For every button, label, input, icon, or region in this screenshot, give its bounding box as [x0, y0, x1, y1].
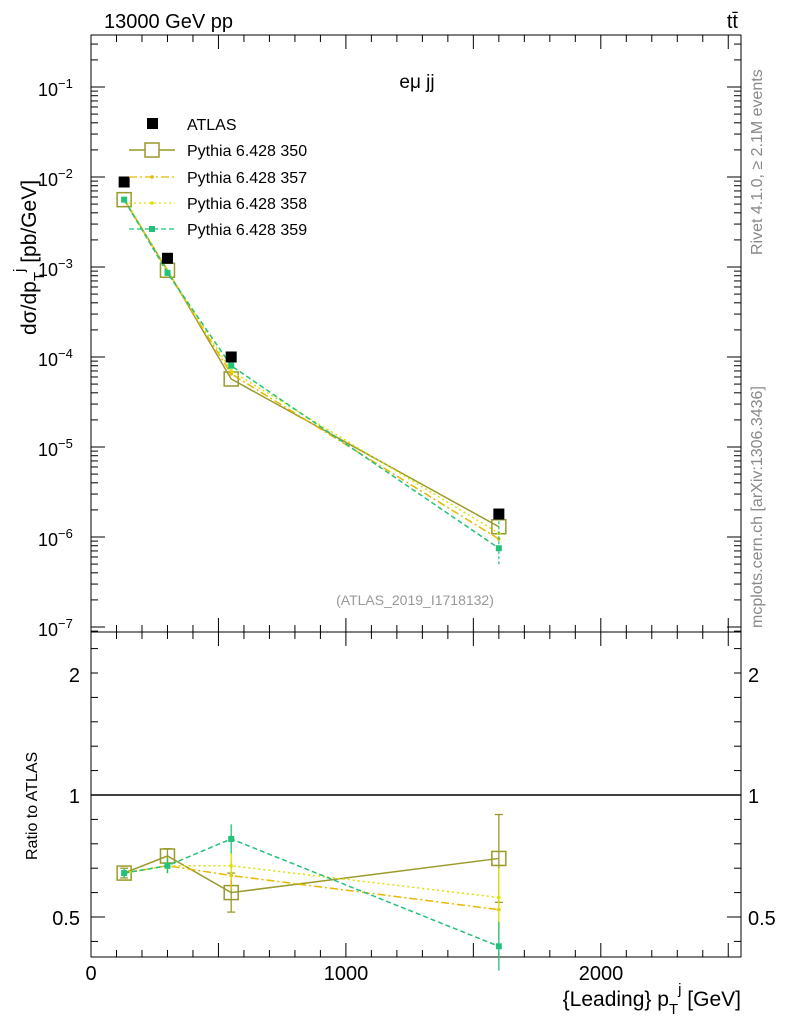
- legend: ATLAS Pythia 6.428 350 Pythia 6.428 357 …: [129, 117, 307, 239]
- top-y-tick-labels: 10−7 10−6 10−5 10−4 10−3 10−2 10−1: [38, 76, 73, 640]
- top-marker-series-1: [229, 372, 233, 376]
- legend-marker-357: [150, 175, 154, 179]
- bottom-y-tick-labels: 2 1 0.5 2 1 0.5: [52, 665, 776, 930]
- top-axis-ticks: [91, 43, 741, 632]
- top-line-series-3: [123, 199, 500, 549]
- bottom-series-group: [116, 813, 507, 971]
- ytick-1e-1: 10−1: [38, 76, 73, 100]
- atlas-data-point: [225, 351, 237, 363]
- ytick-ratio-1-right: 1: [748, 786, 759, 808]
- side-text-bottom: mcplots.cern.ch [arXiv:1306.3436]: [749, 386, 766, 628]
- legend-marker-359: [149, 226, 155, 232]
- atlas-data-point: [118, 176, 130, 188]
- ytick-ratio-1-left: 1: [69, 786, 80, 808]
- side-text-top: Rivet 4.1.0, ≥ 2.1M events: [749, 69, 766, 255]
- top-marker-series-3: [164, 269, 171, 276]
- ytick-1e-6: 10−6: [38, 526, 73, 550]
- top-line-series-0: [123, 199, 500, 528]
- legend-label-350: Pythia 6.428 350: [187, 143, 307, 160]
- y-axis-title-bottom: Ratio to ATLAS: [24, 752, 41, 860]
- top-marker-series-3: [121, 196, 128, 203]
- ratio-marker-series-3: [228, 835, 235, 842]
- legend-label-357: Pythia 6.428 357: [187, 170, 307, 187]
- top-marker-series-3: [228, 362, 235, 369]
- ytick-1e-7: 10−7: [38, 616, 73, 640]
- xtick-2000: 2000: [579, 963, 624, 985]
- ratio-line-series-0: [123, 855, 499, 894]
- ratio-line-series-3: [124, 838, 500, 947]
- x-tick-labels: 0 1000 2000: [85, 963, 623, 985]
- atlas-data-point: [493, 508, 505, 520]
- ratio-marker-series-0: [116, 865, 132, 881]
- legend-label-359: Pythia 6.428 359: [187, 222, 307, 239]
- top-marker-series-0: [116, 191, 132, 208]
- x-axis-ticks: [90, 35, 729, 957]
- ratio-marker-series-2: [497, 895, 501, 900]
- ratio-line-series-1: [124, 865, 499, 911]
- ratio-marker-series-3: [121, 870, 128, 877]
- y-axis-title-top: dσ/dpTj [pb/GeV]: [11, 180, 48, 335]
- ytick-ratio-05-right: 0.5: [748, 908, 776, 930]
- ytick-ratio-2-right: 2: [748, 665, 759, 687]
- ytick-1e-2: 10−2: [38, 166, 73, 190]
- ratio-marker-series-3: [495, 943, 502, 950]
- ytick-1e-4: 10−4: [38, 346, 73, 370]
- xtick-0: 0: [85, 963, 96, 985]
- top-marker-series-2: [229, 369, 233, 373]
- ytick-ratio-05-left: 0.5: [52, 908, 80, 930]
- analysis-label: (ATLAS_2019_I1718132): [336, 592, 494, 608]
- header-left: 13000 GeV pp: [104, 11, 233, 33]
- atlas-data-point: [161, 252, 173, 264]
- ratio-marker-series-2: [229, 863, 233, 868]
- legend-label-358: Pythia 6.428 358: [187, 196, 307, 213]
- panel-label: eμ jj: [399, 72, 434, 93]
- ratio-marker-series-3: [164, 862, 171, 869]
- legend-marker-atlas: [147, 118, 158, 129]
- legend-label-atlas: ATLAS: [187, 117, 237, 134]
- top-line-series-1: [123, 198, 500, 540]
- x-axis-title: {Leading} pTj [GeV]: [563, 981, 741, 1018]
- top-line-series-2: [123, 197, 500, 534]
- ytick-ratio-2-left: 2: [69, 665, 80, 687]
- xtick-1000: 1000: [324, 963, 369, 985]
- ratio-line-series-2: [124, 865, 499, 899]
- ratio-marker-series-0: [491, 850, 507, 867]
- legend-marker-358: [150, 201, 154, 205]
- ytick-1e-5: 10−5: [38, 436, 73, 460]
- header-right: tt̄: [727, 11, 739, 33]
- top-series-group: [116, 176, 507, 566]
- legend-marker-350: [144, 142, 160, 158]
